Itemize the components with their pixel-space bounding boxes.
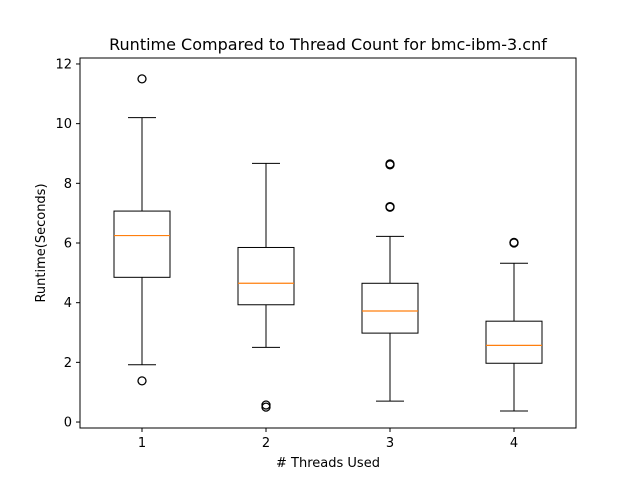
- x-tick-label: 2: [262, 436, 270, 451]
- outlier-point: [137, 376, 147, 386]
- x-axis-label: # Threads Used: [276, 456, 380, 471]
- plot-frame: [79, 57, 577, 429]
- y-tick-label: 8: [64, 177, 72, 192]
- y-tick-label: 12: [55, 57, 72, 72]
- x-tick-label: 3: [386, 436, 394, 451]
- outlier-point: [385, 201, 395, 212]
- outlier-point: [509, 237, 519, 248]
- box-group-2: [237, 162, 295, 412]
- outlier-point: [385, 159, 395, 169]
- box: [113, 210, 171, 278]
- box: [485, 320, 543, 364]
- box-group-1: [113, 74, 171, 386]
- box-group-4: [485, 237, 543, 412]
- y-tick-label: 10: [55, 117, 72, 132]
- box: [361, 282, 419, 334]
- outlier-point: [137, 74, 147, 84]
- outlier-point: [261, 400, 271, 410]
- x-tick-label: 1: [138, 436, 146, 451]
- y-tick-label: 2: [64, 356, 72, 371]
- box: [237, 246, 295, 306]
- y-tick-label: 0: [64, 416, 72, 431]
- box-group-3: [361, 159, 419, 402]
- y-tick-label: 4: [64, 296, 72, 311]
- x-tick-label: 4: [510, 436, 518, 451]
- y-axis-label: Runtime(Seconds): [34, 183, 49, 302]
- plot-area: [113, 74, 543, 412]
- chart-title: Runtime Compared to Thread Count for bmc…: [109, 35, 547, 54]
- y-tick-label: 6: [64, 237, 72, 252]
